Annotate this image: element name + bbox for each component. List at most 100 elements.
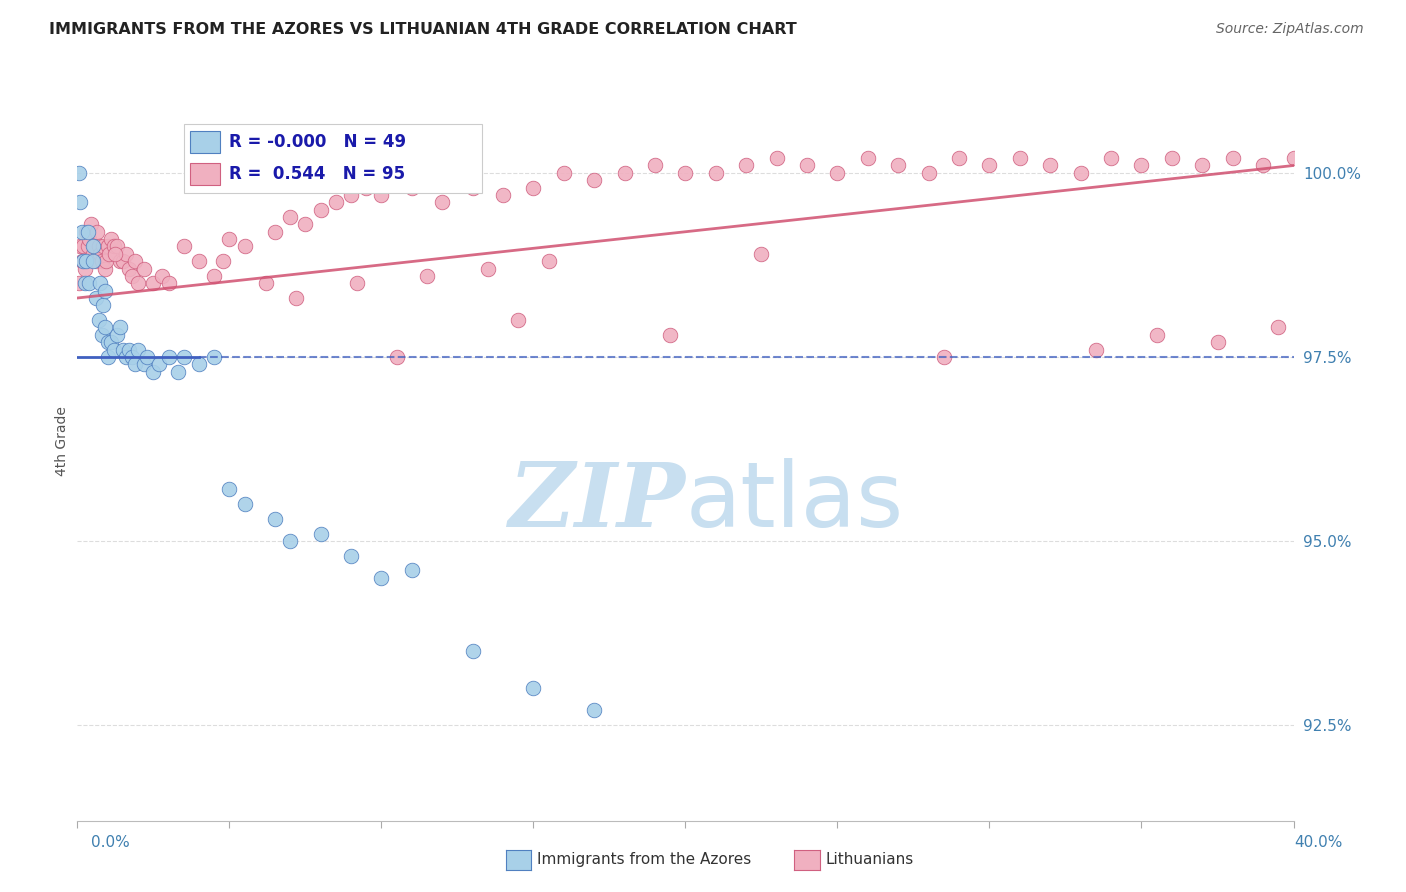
Point <box>166 365 188 379</box>
Point <box>613 166 636 180</box>
Point <box>1267 320 1289 334</box>
Y-axis label: 4th Grade: 4th Grade <box>55 407 69 476</box>
Point <box>856 151 879 165</box>
Point <box>75 225 97 239</box>
Point <box>887 159 910 173</box>
Point <box>93 261 115 276</box>
Point <box>124 357 146 371</box>
Point <box>430 195 453 210</box>
Point <box>553 166 575 180</box>
Point <box>108 320 131 334</box>
Text: R = -0.000   N = 49: R = -0.000 N = 49 <box>229 133 406 151</box>
Point <box>173 239 195 253</box>
Point <box>93 284 115 298</box>
Point <box>91 298 114 312</box>
Point <box>188 357 211 371</box>
Point <box>309 526 332 541</box>
Point <box>90 327 112 342</box>
Point <box>72 239 94 253</box>
Text: Source: ZipAtlas.com: Source: ZipAtlas.com <box>1216 22 1364 37</box>
Point <box>115 247 138 261</box>
Point <box>67 166 90 180</box>
Point <box>1191 159 1213 173</box>
Point <box>69 239 91 253</box>
Point <box>72 254 94 268</box>
Point <box>309 202 332 217</box>
Point <box>1251 159 1274 173</box>
Point <box>704 166 727 180</box>
Point <box>121 268 143 283</box>
Point <box>118 343 141 357</box>
Point <box>370 188 392 202</box>
Point <box>354 180 377 194</box>
Point <box>173 350 195 364</box>
Point <box>134 261 156 276</box>
Point <box>134 357 156 371</box>
Point <box>212 254 235 268</box>
Point <box>583 703 606 717</box>
Point <box>104 247 127 261</box>
Point <box>105 327 128 342</box>
Text: 0.0%: 0.0% <box>91 836 131 850</box>
Point <box>121 350 143 364</box>
Point <box>218 483 240 497</box>
Point <box>103 239 125 253</box>
Point <box>111 343 134 357</box>
Point <box>124 254 146 268</box>
Point <box>69 195 91 210</box>
Text: R =  0.544   N = 95: R = 0.544 N = 95 <box>229 165 405 183</box>
Point <box>148 357 170 371</box>
Point <box>89 277 111 291</box>
Point <box>79 232 101 246</box>
Point <box>1099 151 1122 165</box>
Point <box>461 644 484 658</box>
Point <box>294 218 316 232</box>
Point <box>73 261 96 276</box>
Point <box>827 166 849 180</box>
Point <box>87 313 110 327</box>
Point <box>233 239 256 253</box>
Point <box>84 254 107 268</box>
Point <box>796 159 818 173</box>
Point <box>90 254 112 268</box>
Point <box>918 166 941 180</box>
Point <box>1008 151 1031 165</box>
Point <box>97 239 120 253</box>
Point <box>1070 166 1092 180</box>
Point <box>278 533 301 548</box>
Point <box>583 173 606 187</box>
Point <box>97 335 120 350</box>
Point <box>1039 159 1062 173</box>
Point <box>70 254 93 268</box>
Point <box>70 225 93 239</box>
Point <box>82 239 104 253</box>
Point <box>82 247 104 261</box>
Point <box>416 268 439 283</box>
Point <box>77 239 100 253</box>
Point <box>202 268 225 283</box>
Point <box>340 188 363 202</box>
Point <box>522 180 544 194</box>
Point <box>264 512 287 526</box>
Point <box>89 247 111 261</box>
Point <box>218 232 240 246</box>
Point <box>97 350 120 364</box>
Point <box>1146 327 1168 342</box>
Point <box>659 327 682 342</box>
Point <box>86 225 108 239</box>
Text: Immigrants from the Azores: Immigrants from the Azores <box>537 853 751 867</box>
Point <box>1282 151 1305 165</box>
Point <box>83 239 105 253</box>
Point <box>932 350 955 364</box>
Point <box>84 291 107 305</box>
Point <box>1130 159 1153 173</box>
Point <box>67 277 90 291</box>
Point <box>142 365 165 379</box>
Point <box>79 277 101 291</box>
Point <box>278 210 301 224</box>
Point <box>979 159 1001 173</box>
Point <box>108 254 131 268</box>
Point <box>100 335 122 350</box>
Point <box>202 350 225 364</box>
Point <box>188 254 211 268</box>
